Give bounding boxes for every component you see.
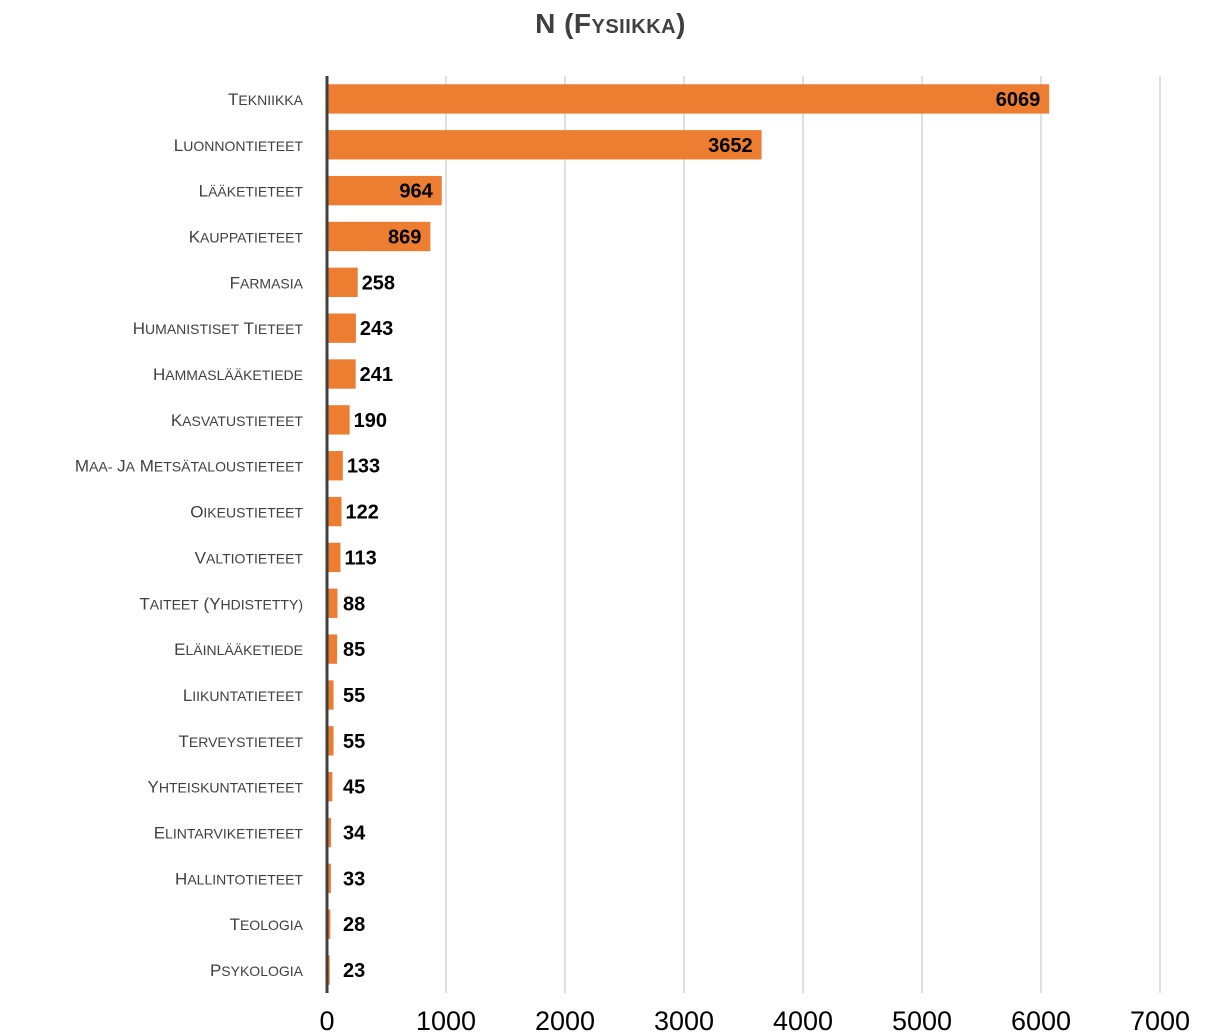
bar	[327, 863, 331, 894]
data-label: 55	[343, 731, 365, 753]
bar	[327, 680, 334, 710]
bar	[327, 221, 431, 252]
category-labels: TEKNIIKKA LUONNONTIETEET LÄÄKETIETEET KAUPP…	[75, 90, 304, 980]
category-label: LÄÄKETIETEET	[199, 182, 304, 201]
category-label: FARMASIA	[230, 273, 304, 292]
data-label: 241	[360, 364, 393, 386]
data-label: 964	[399, 181, 433, 203]
data-label: 6069	[996, 89, 1041, 111]
bar	[327, 451, 343, 481]
data-label: 23	[343, 960, 365, 982]
category-label: MAA- JA METSÄTALOUSTIETEET	[75, 457, 304, 476]
data-label: 3652	[708, 135, 753, 157]
data-label: 113	[344, 547, 376, 569]
x-tick-labels: 0 1000 2000 3000 4000 5000 6000 7000	[319, 1006, 1190, 1036]
category-label: HAMMASLÄÄKETIEDE	[153, 365, 303, 384]
data-label: 122	[346, 502, 379, 524]
x-tick-label: 7000	[1130, 1006, 1190, 1036]
data-label: 45	[343, 777, 365, 799]
bar	[327, 909, 331, 939]
data-label: 190	[354, 410, 387, 432]
bar	[327, 588, 338, 618]
category-label: VALTIOTIETEET	[195, 548, 304, 567]
bar	[327, 542, 341, 573]
category-label: PSYKOLOGIA	[210, 961, 304, 980]
data-label: 88	[343, 593, 365, 615]
category-label: TAITEET (YHDISTETTY)	[139, 594, 303, 613]
category-label: TEOLOGIA	[230, 915, 304, 934]
category-label: ELINTARVIKETIETEET	[154, 824, 304, 843]
x-tick-label: 5000	[892, 1006, 952, 1036]
bar	[327, 817, 332, 848]
bar	[327, 175, 442, 206]
category-label: OIKEUSTIETEET	[190, 503, 303, 522]
data-label: 85	[343, 639, 365, 661]
category-label: KAUPPATIETEET	[189, 227, 304, 246]
data-label: 869	[388, 226, 421, 248]
category-label: HALLINTOTIETEET	[175, 869, 303, 888]
x-tick-label: 2000	[535, 1006, 595, 1036]
category-label: KASVATUSTIETEET	[171, 411, 304, 430]
category-label: ELÄINLÄÄKETIEDE	[174, 640, 303, 659]
data-label: 28	[343, 914, 365, 936]
data-label: 243	[360, 318, 393, 340]
x-tick-label: 0	[319, 1006, 334, 1036]
bar	[327, 634, 338, 664]
bars	[327, 84, 1050, 985]
data-label: 34	[343, 823, 366, 845]
chart-title: N (Fysiikka)	[535, 8, 686, 39]
x-tick-label: 4000	[773, 1006, 833, 1036]
category-label: HUMANISTISET TIETEET	[133, 319, 304, 338]
data-label: 133	[347, 456, 380, 478]
x-tick-label: 1000	[416, 1006, 476, 1036]
bar	[327, 267, 358, 297]
category-label: LUONNONTIETEET	[174, 136, 304, 155]
category-label: YHTEISKUNTATIETEET	[148, 778, 304, 797]
data-label: 258	[362, 272, 395, 294]
data-labels: 6069 3652 964 869 258 243 241 190 133 122 113 88 85 5…	[343, 89, 1040, 982]
bar	[327, 84, 1050, 114]
bar	[327, 726, 334, 756]
grid-lines	[445, 76, 1161, 993]
data-label: 55	[343, 685, 365, 707]
category-label: TERVEYSTIETEET	[179, 732, 304, 751]
bar	[327, 313, 356, 343]
bar	[327, 130, 762, 160]
bar	[327, 405, 350, 435]
bar	[327, 496, 342, 527]
data-label: 33	[343, 868, 365, 890]
bar	[327, 359, 356, 389]
category-label: LIIKUNTATIETEET	[183, 686, 304, 705]
category-label: TEKNIIKKA	[228, 90, 304, 109]
bar	[327, 772, 333, 802]
x-tick-label: 6000	[1011, 1006, 1071, 1036]
x-tick-label: 3000	[654, 1006, 714, 1036]
